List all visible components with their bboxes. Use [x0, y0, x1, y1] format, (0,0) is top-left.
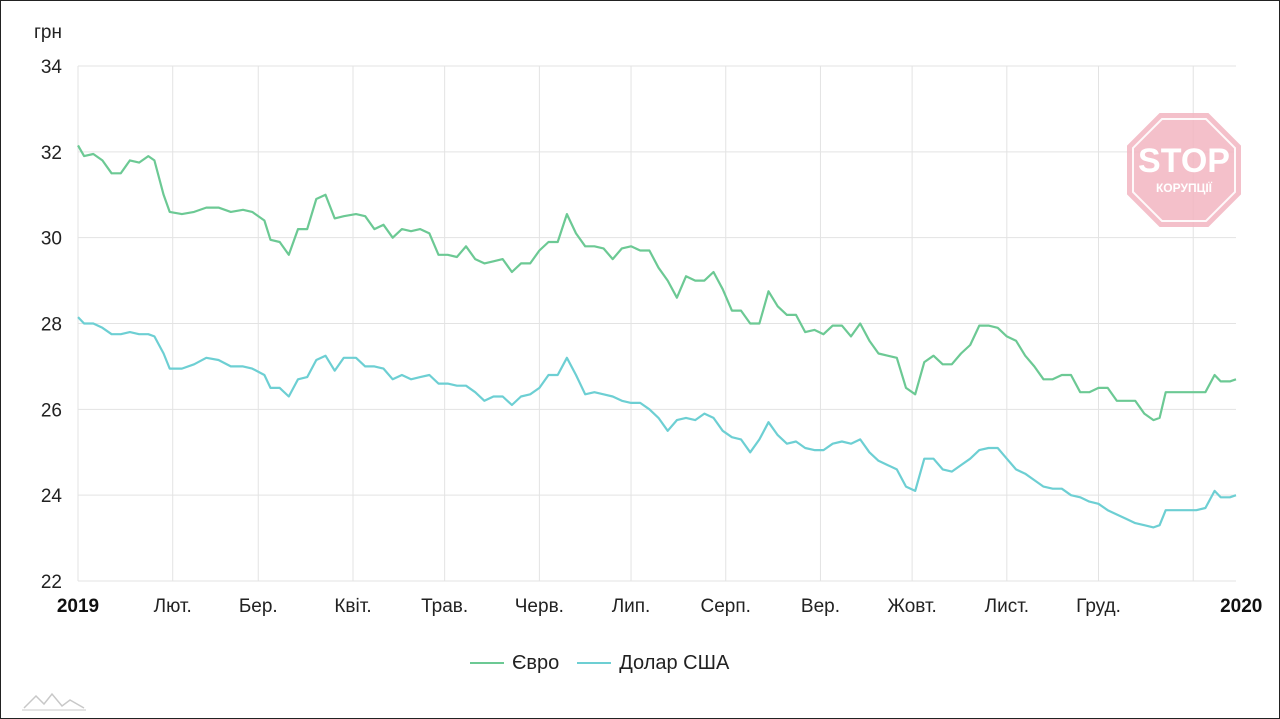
y-tick-label: 22 — [41, 572, 62, 593]
x-tick-label: 2019 — [57, 596, 99, 617]
stop-octagon-border — [1132, 118, 1236, 222]
series-line-usd[interactable] — [77, 316, 1237, 529]
x-tick-label: Лют. — [154, 596, 192, 617]
legend-item-usd[interactable]: Долар США — [577, 652, 729, 675]
x-tick-label: Лист. — [985, 596, 1029, 617]
x-tick-label: Груд. — [1076, 596, 1121, 617]
x-tick-label: Серп. — [701, 596, 751, 617]
legend-swatch-euro — [470, 662, 504, 664]
y-axis: 22 24 26 28 30 32 34 — [41, 57, 63, 593]
y-tick-label: 34 — [41, 57, 63, 78]
y-unit-label: грн — [34, 22, 62, 43]
corruption-text: КОРУПЦІЇ — [1156, 180, 1213, 195]
y-tick-label: 26 — [41, 400, 62, 421]
series-group — [77, 144, 1237, 529]
y-tick-label: 28 — [41, 315, 62, 336]
legend-label-usd: Долар США — [619, 651, 730, 674]
y-tick-label: 32 — [41, 143, 62, 164]
stop-text: STOP — [1138, 142, 1230, 180]
x-tick-label: Вер. — [801, 596, 840, 617]
legend-item-euro[interactable]: Євро — [470, 652, 559, 675]
x-tick-label: Квіт. — [334, 596, 371, 617]
stop-corruption-watermark: STOP КОРУПЦІЇ — [1127, 113, 1241, 227]
series-line-euro[interactable] — [77, 144, 1237, 422]
x-tick-label: Черв. — [515, 596, 564, 617]
legend-swatch-usd — [577, 662, 612, 664]
y-tick-label: 30 — [41, 229, 62, 250]
grid — [77, 65, 1236, 582]
x-tick-label: Жовт. — [887, 596, 936, 617]
x-tick-label: Лип. — [612, 596, 651, 617]
y-tick-label: 24 — [41, 486, 63, 507]
x-tick-label: Бер. — [239, 596, 278, 617]
legend: Євро Долар США — [470, 648, 729, 678]
x-tick-label: 2020 — [1220, 596, 1262, 617]
stop-octagon-icon — [1127, 113, 1241, 227]
mountain-line-icon — [22, 692, 86, 711]
legend-label-euro: Євро — [512, 651, 560, 674]
x-tick-label: Трав. — [421, 596, 468, 617]
x-axis: 2019 Лют. Бер. Квіт. Трав. Черв. Лип. Серп. Вер.… — [57, 596, 1263, 617]
